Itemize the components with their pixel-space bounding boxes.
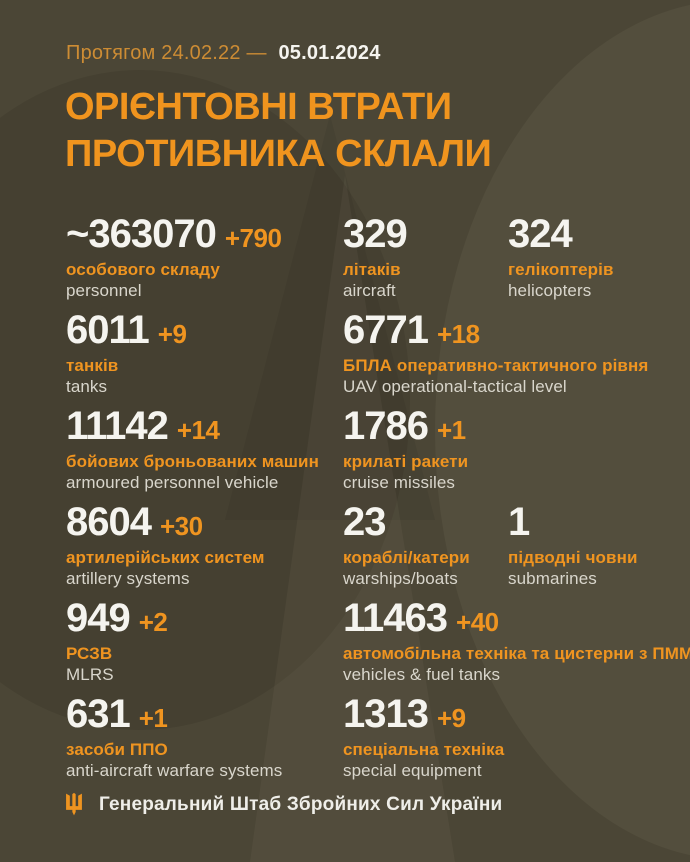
stat-delta: +1 (436, 415, 466, 445)
stat-label-uk: крилаті ракети (343, 452, 469, 471)
stat-value: 8604 (66, 500, 152, 544)
footer-text: Генеральний Штаб Збройних Сил України (99, 793, 503, 815)
stat-value: 11463 (343, 596, 448, 640)
stat-label-uk: спеціальна техніка (343, 740, 505, 759)
stat-label-en: helicopters (508, 281, 592, 300)
stat-delta: +18 (436, 319, 480, 349)
stat-label-en: warships/boats (343, 569, 458, 588)
stat-label-uk: кораблі/катери (343, 548, 470, 567)
stat-label-uk: артилерійських систем (66, 548, 265, 567)
footer: Генеральний Штаб Збройних Сил України (64, 791, 502, 818)
stat-number-line: 6011 +9 (66, 308, 343, 352)
stat-number-line: 6771 +18 (343, 308, 508, 352)
stat-label-uk: особового складу (66, 260, 220, 279)
stat-value: 949 (66, 596, 131, 640)
stat-number-line: 329 (343, 212, 508, 256)
stat-label-uk: БПЛА оперативно-тактичного рівня (343, 356, 649, 375)
stat-block: 1313 +9 спеціальна техніка special equip… (343, 692, 508, 788)
period-date: 05.01.2024 (278, 42, 381, 64)
stat-block: 11463 +40 автомобільна техніка та цистер… (343, 596, 690, 692)
stat-number-line: 8604 +30 (66, 500, 343, 544)
stat-delta: +9 (436, 703, 466, 733)
stat-label-en: submarines (508, 569, 597, 588)
stat-value: 11142 (66, 404, 169, 448)
stat-label-uk: літаків (343, 260, 401, 279)
stat-delta: +790 (224, 223, 282, 253)
page-title-line1: ОРІЄНТОВНІ ВТРАТИ (65, 86, 452, 128)
stat-label-en: vehicles & fuel tanks (343, 665, 501, 684)
stat-block: 6011 +9 танків tanks (66, 308, 343, 404)
stat-block: 631 +1 засоби ППО anti-aircraft warfare … (66, 692, 343, 788)
stat-value: 1 (508, 500, 530, 544)
stats-grid: ~363070 +790 особового складу personnel … (66, 212, 690, 788)
stat-value: 1313 (343, 692, 429, 736)
stat-label-uk: автомобільна техніка та цистерни з ПММ (343, 644, 690, 663)
stat-delta: +1 (138, 703, 168, 733)
stat-label-uk: бойових броньованих машин (66, 452, 319, 471)
stat-delta: +14 (176, 415, 220, 445)
stat-label-en: anti-aircraft warfare systems (66, 761, 283, 780)
stat-label-en: cruise missiles (343, 473, 456, 492)
stat-value: 631 (66, 692, 131, 736)
stat-delta: +9 (157, 319, 187, 349)
stat-label-en: armoured personnel vehicle (66, 473, 279, 492)
stat-number-line: 949 +2 (66, 596, 343, 640)
stat-block: ~363070 +790 особового складу personnel (66, 212, 343, 308)
stat-label-en: personnel (66, 281, 142, 300)
stat-block: 6771 +18 БПЛА оперативно-тактичного рівн… (343, 308, 649, 404)
stat-number-line: 1786 +1 (343, 404, 508, 448)
stat-label-uk: гелікоптерів (508, 260, 614, 279)
stat-block: 324 гелікоптерів helicopters (508, 212, 656, 308)
trident-icon (66, 792, 82, 816)
stat-number-line: ~363070 +790 (66, 212, 343, 256)
stat-number-line: 631 +1 (66, 692, 343, 736)
stat-value: ~363070 (66, 212, 217, 256)
period-prefix: Протягом 24.02.22 — (66, 42, 267, 64)
stat-label-en: MLRS (66, 665, 114, 684)
stat-delta: +2 (138, 607, 168, 637)
stat-label-en: aircraft (343, 281, 396, 300)
stat-number-line: 324 (508, 212, 656, 256)
stat-value: 23 (343, 500, 386, 544)
stat-label-uk: засоби ППО (66, 740, 168, 759)
stat-label-en: UAV operational-tactical level (343, 377, 567, 396)
stat-block: 1 підводні човни submarines (508, 500, 656, 596)
stat-number-line: 11142 +14 (66, 404, 343, 448)
stat-label-uk: танків (66, 356, 119, 375)
stat-label-uk: РСЗВ (66, 644, 113, 663)
stat-block: 949 +2 РСЗВ MLRS (66, 596, 343, 692)
stat-value: 324 (508, 212, 573, 256)
stat-delta: +30 (159, 511, 203, 541)
stat-label-uk: підводні човни (508, 548, 638, 567)
stat-value: 6771 (343, 308, 429, 352)
stat-block: 11142 +14 бойових броньованих машин armo… (66, 404, 343, 500)
stat-label-en: artillery systems (66, 569, 190, 588)
page-title-line2: ПРОТИВНИКА СКЛАЛИ (65, 133, 492, 175)
page-title: ОРІЄНТОВНІ ВТРАТИ ПРОТИВНИКА СКЛАЛИ (65, 84, 492, 178)
stat-number-line: 11463 +40 (343, 596, 508, 640)
stat-delta: +40 (456, 607, 499, 637)
stat-number-line: 1 (508, 500, 656, 544)
stat-value: 6011 (66, 308, 150, 352)
stat-block: 8604 +30 артилерійських систем artillery… (66, 500, 343, 596)
stat-number-line: 1313 +9 (343, 692, 508, 736)
stat-number-line: 23 (343, 500, 508, 544)
stat-label-en: special equipment (343, 761, 482, 780)
stat-block: 1786 +1 крилаті ракети cruise missiles (343, 404, 508, 500)
stat-value: 329 (343, 212, 408, 256)
stat-block: 329 літаків aircraft (343, 212, 508, 308)
stat-value: 1786 (343, 404, 429, 448)
stat-label-en: tanks (66, 377, 108, 396)
report-period: Протягом 24.02.22 — 05.01.2024 (66, 42, 381, 65)
stat-block: 23 кораблі/катери warships/boats (343, 500, 508, 596)
